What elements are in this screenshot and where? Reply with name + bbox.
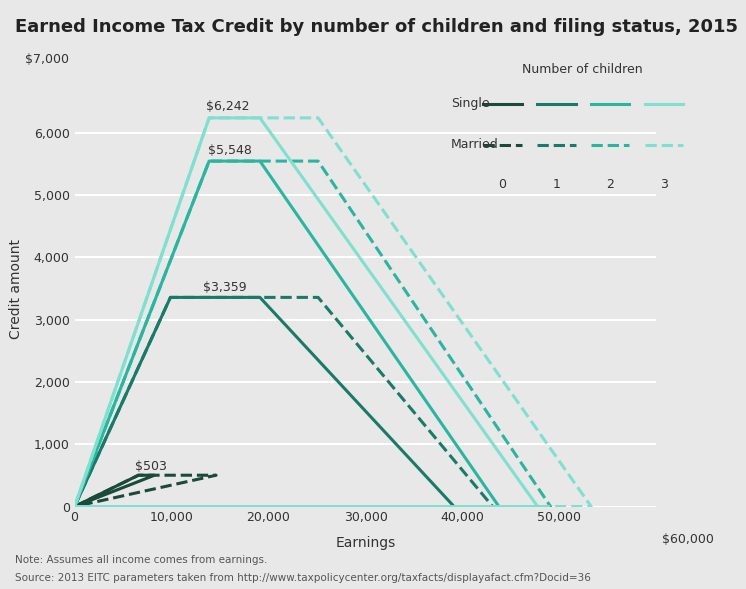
- Text: Single: Single: [451, 97, 489, 110]
- Text: Number of children: Number of children: [521, 63, 642, 76]
- Text: Note: Assumes all income comes from earnings.: Note: Assumes all income comes from earn…: [15, 555, 267, 565]
- Text: Married: Married: [451, 138, 498, 151]
- Text: 1: 1: [552, 177, 560, 191]
- Text: $3,359: $3,359: [203, 280, 246, 293]
- Text: Earned Income Tax Credit by number of children and filing status, 2015: Earned Income Tax Credit by number of ch…: [15, 18, 738, 36]
- Text: 3: 3: [660, 177, 668, 191]
- Text: $7,000: $7,000: [25, 54, 69, 67]
- Text: $503: $503: [135, 460, 166, 473]
- X-axis label: Earnings: Earnings: [336, 535, 395, 550]
- Text: 2: 2: [606, 177, 614, 191]
- Text: $60,000: $60,000: [662, 532, 714, 545]
- Y-axis label: Credit amount: Credit amount: [9, 239, 22, 339]
- Text: Source: 2013 EITC parameters taken from http://www.taxpolicycenter.org/taxfacts/: Source: 2013 EITC parameters taken from …: [15, 573, 591, 583]
- Text: $6,242: $6,242: [207, 100, 250, 113]
- Text: 0: 0: [498, 177, 507, 191]
- Text: $5,548: $5,548: [208, 144, 252, 157]
